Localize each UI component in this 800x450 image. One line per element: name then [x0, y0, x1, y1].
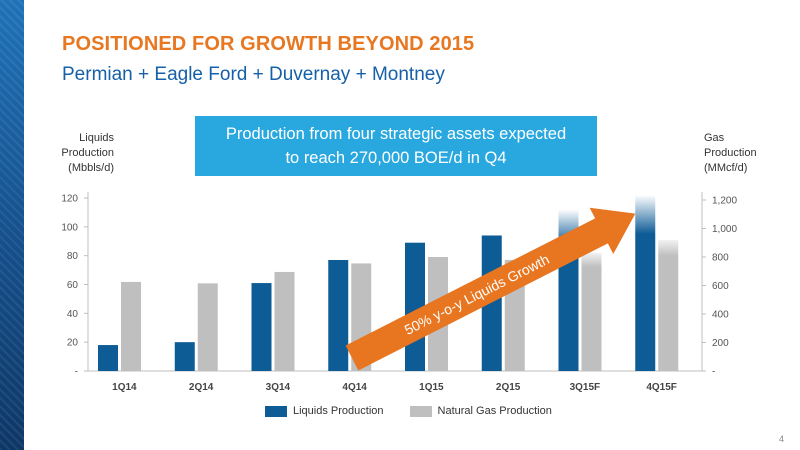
bar-gas-3Q15F	[581, 252, 602, 371]
growth-arrow	[345, 207, 636, 371]
legend-swatch-liquids	[265, 405, 287, 417]
left-axis-title: Liquids Production (Mbbls/d)	[30, 131, 114, 176]
category-label-4Q15F: 4Q15F	[646, 382, 677, 393]
right-tick-label: 600	[712, 281, 729, 292]
right-axis-title-line-3: (MMcf/d)	[704, 162, 748, 174]
left-axis-title-line-3: (Mbbls/d)	[68, 162, 114, 174]
side-decoration-band	[0, 0, 24, 450]
right-tick-label: 1,200	[712, 196, 737, 207]
callout-box: Production from four strategic assets ex…	[195, 116, 597, 176]
left-axis-title-line-1: Liquids	[79, 132, 114, 144]
left-tick-label: 80	[67, 251, 79, 262]
page-number: 4	[778, 434, 784, 444]
bar-liquids-1Q14	[98, 345, 118, 371]
slide-subtitle: Permian + Eagle Ford + Duvernay + Montne…	[62, 64, 445, 85]
category-label-3Q15F: 3Q15F	[570, 382, 601, 393]
legend-label-liquids: Liquids Production	[293, 405, 384, 417]
callout-line-1: Production from four strategic assets ex…	[225, 125, 567, 143]
category-label-2Q15: 2Q15	[496, 382, 521, 393]
left-axis-title-line-2: Production	[61, 147, 114, 159]
right-tick-label: 1,000	[712, 224, 737, 235]
bar-gas-1Q14	[121, 281, 141, 371]
category-label-3Q14: 3Q14	[266, 382, 291, 393]
callout-line-2: to reach 270,000 BOE/d in Q4	[285, 149, 507, 167]
left-tick-label: -	[75, 367, 78, 378]
legend-label-gas: Natural Gas Production	[437, 405, 552, 417]
legend-item-liquids: Liquids Production	[265, 405, 384, 417]
right-tick-label: 200	[712, 338, 729, 349]
chart-legend: Liquids Production Natural Gas Productio…	[265, 404, 578, 418]
right-tick-label: 800	[712, 253, 729, 264]
bar-gas-3Q14	[274, 271, 295, 371]
right-axis-title-line-2: Production	[704, 147, 757, 159]
bar-liquids-4Q14	[328, 259, 349, 371]
category-label-4Q14: 4Q14	[342, 382, 367, 393]
category-label-1Q14: 1Q14	[112, 382, 137, 393]
left-tick-label: 40	[67, 309, 79, 320]
legend-item-gas: Natural Gas Production	[409, 405, 552, 417]
bar-gas-4Q15F	[658, 239, 679, 371]
right-tick-label: -	[712, 367, 715, 378]
legend-swatch-gas	[409, 405, 432, 417]
bar-gas-2Q14	[197, 283, 218, 371]
bar-liquids-2Q14	[174, 342, 195, 371]
slide-title: POSITIONED FOR GROWTH BEYOND 2015	[62, 33, 475, 55]
left-tick-label: 20	[67, 338, 79, 349]
bar-liquids-3Q14	[251, 283, 272, 371]
right-axis-title-line-1: Gas	[704, 132, 725, 144]
left-tick-label: 60	[67, 280, 79, 291]
category-label-2Q14: 2Q14	[189, 382, 214, 393]
category-label-1Q15: 1Q15	[419, 382, 444, 393]
left-tick-label: 120	[61, 194, 78, 205]
right-axis-title: Gas Production (MMcf/d)	[704, 131, 784, 176]
left-tick-label: 100	[61, 222, 78, 233]
bar-liquids-4Q15F	[635, 195, 656, 371]
right-tick-label: 400	[712, 310, 729, 321]
